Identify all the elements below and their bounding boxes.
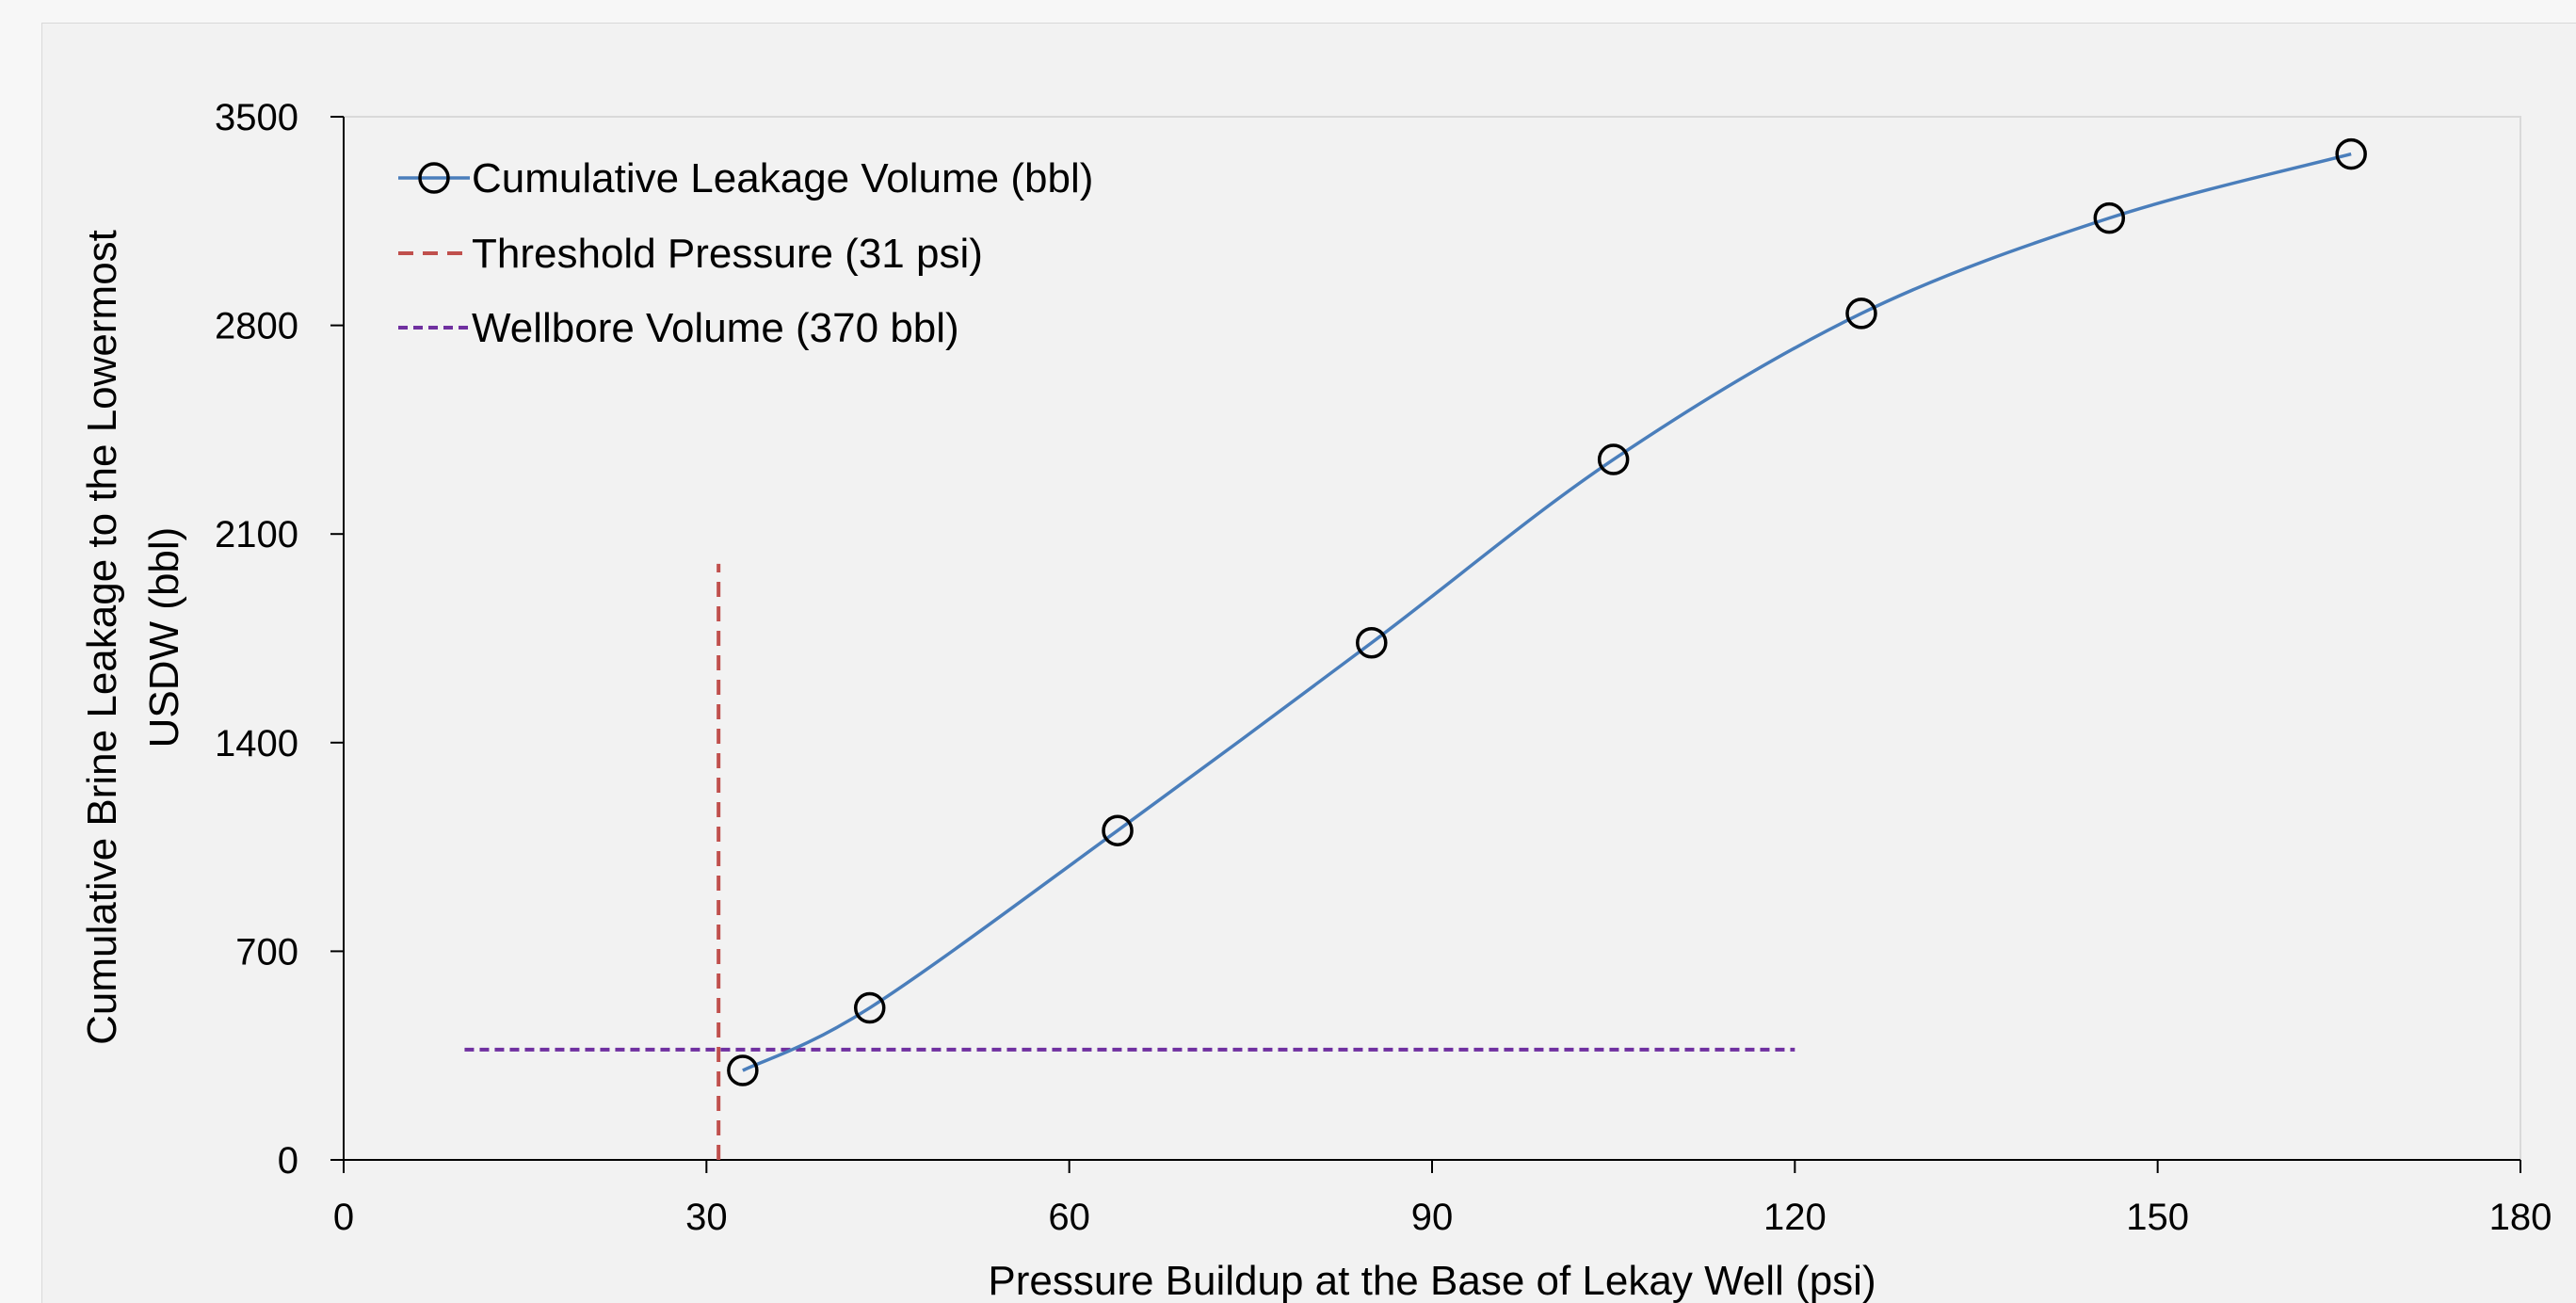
y-axis-title-line1: Cumulative Brine Leakage to the Lowermos… <box>79 230 125 1045</box>
y-tick-label: 2800 <box>215 306 298 347</box>
x-tick-label: 120 <box>1763 1197 1827 1238</box>
y-tick-label: 3500 <box>215 97 298 138</box>
x-tick-label: 150 <box>2126 1197 2189 1238</box>
legend-label-wellbore: Wellbore Volume (370 bbl) <box>472 305 959 351</box>
data-point-marker <box>2335 137 2367 170</box>
y-tick-label: 1400 <box>215 723 298 764</box>
leakage-curve <box>742 152 2352 1072</box>
x-axis-title: Pressure Buildup at the Base of Lekay We… <box>988 1258 1876 1303</box>
legend-label-threshold: Threshold Pressure (31 psi) <box>472 231 983 277</box>
data-point-marker <box>1356 626 1388 659</box>
x-tick-label: 30 <box>685 1197 728 1238</box>
leakage-chart: 0 700 1400 2100 2800 3500 0 30 60 90 120 150 180 Cum… <box>79 97 2552 1303</box>
chart-area: 0 700 1400 2100 2800 3500 0 30 60 90 120 150 180 Cum… <box>41 23 2576 1303</box>
data-point-marker <box>727 1054 759 1086</box>
data-point-marker <box>1597 443 1630 475</box>
legend-label-leakage: Cumulative Leakage Volume (bbl) <box>472 155 1093 201</box>
data-point-marker <box>853 991 886 1024</box>
x-tick-label: 90 <box>1411 1197 1454 1238</box>
legend-marker-leakage <box>418 162 450 194</box>
data-point-marker <box>1845 298 1877 330</box>
data-point-marker <box>1102 814 1134 846</box>
plot-area <box>343 116 2521 1161</box>
data-point-marker <box>2093 201 2126 234</box>
y-tick-label: 0 <box>278 1140 298 1182</box>
x-tick-label: 180 <box>2489 1197 2552 1238</box>
y-tick-label: 2100 <box>215 514 298 555</box>
y-tick-label: 700 <box>235 931 298 973</box>
x-tick-label: 0 <box>333 1197 354 1238</box>
y-axis-title-line2: USDW (bbl) <box>141 527 187 748</box>
x-tick-label: 60 <box>1048 1197 1090 1238</box>
